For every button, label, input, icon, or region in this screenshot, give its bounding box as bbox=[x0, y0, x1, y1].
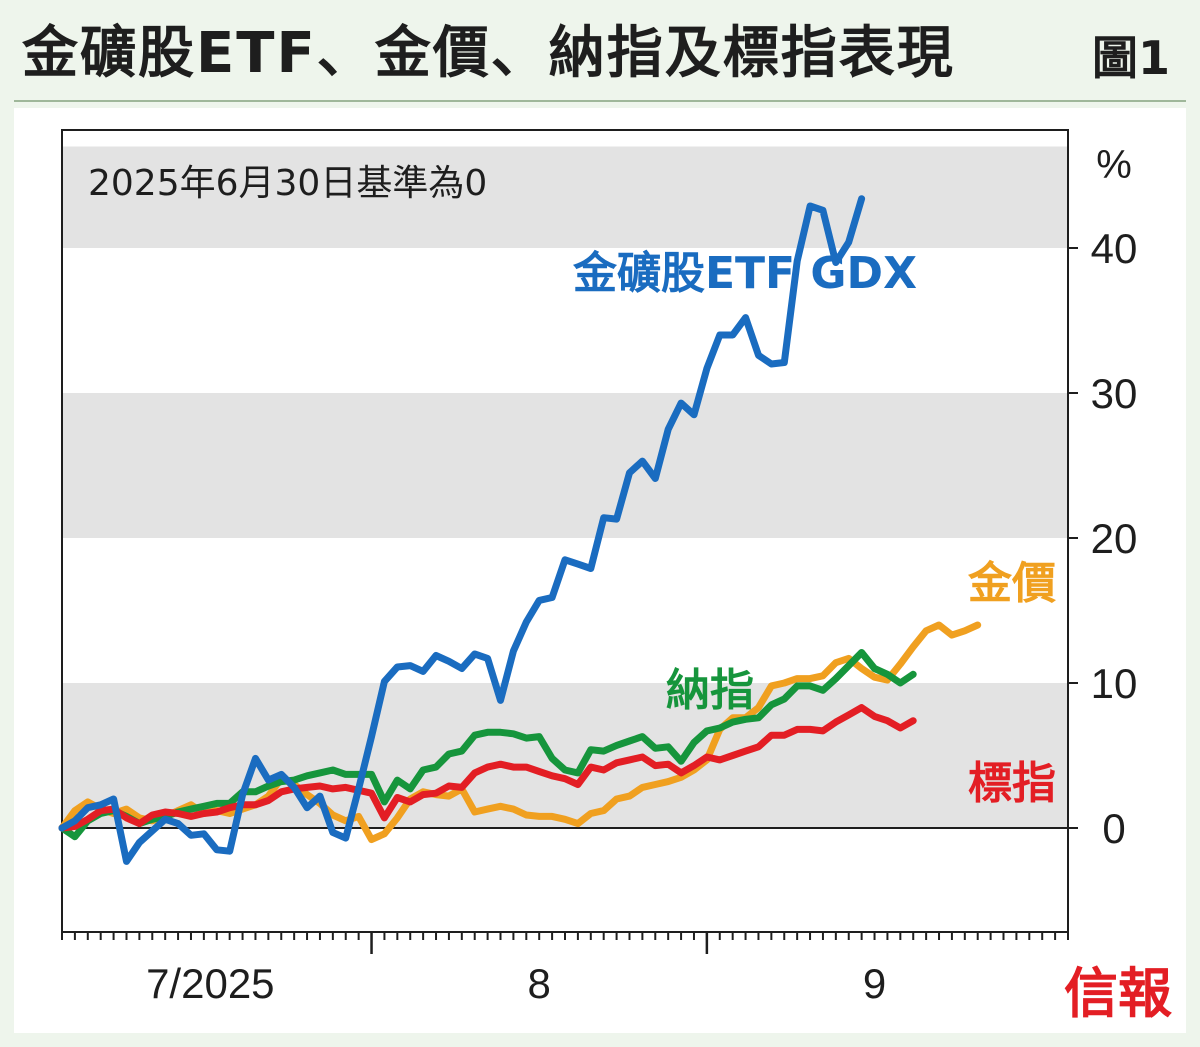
chart-title: 金礦股ETF、金價、納指及標指表現 bbox=[22, 21, 955, 86]
y-axis-unit: % bbox=[1096, 143, 1132, 187]
series-label-1: 納指 bbox=[666, 665, 754, 716]
y-tick-label: 20 bbox=[1091, 515, 1138, 562]
chart-subtitle: 2025年6月30日基準為0 bbox=[88, 163, 487, 204]
series-label-2: 標指 bbox=[968, 758, 1056, 809]
x-tick-label: 9 bbox=[863, 960, 886, 1007]
y-tick-label: 10 bbox=[1091, 660, 1138, 707]
series-label-0: 金價 bbox=[967, 558, 1056, 609]
title-divider bbox=[14, 100, 1186, 102]
shaded-band bbox=[62, 146, 1068, 248]
series-line-1 bbox=[58, 649, 917, 841]
series-line-2 bbox=[58, 704, 917, 832]
source-logo: 信報 bbox=[1064, 961, 1172, 1025]
figure-label: 圖1 bbox=[1091, 31, 1170, 85]
x-tick-label: 8 bbox=[528, 960, 551, 1007]
series-line-3 bbox=[58, 195, 866, 865]
shaded-band bbox=[62, 393, 1068, 538]
x-tick-label: 7/2025 bbox=[146, 960, 274, 1007]
y-tick-label: 30 bbox=[1091, 370, 1138, 417]
series-label-3: 金礦股ETF GDX bbox=[572, 248, 917, 299]
y-tick-label: 0 bbox=[1102, 805, 1125, 852]
y-tick-label: 40 bbox=[1091, 225, 1138, 272]
